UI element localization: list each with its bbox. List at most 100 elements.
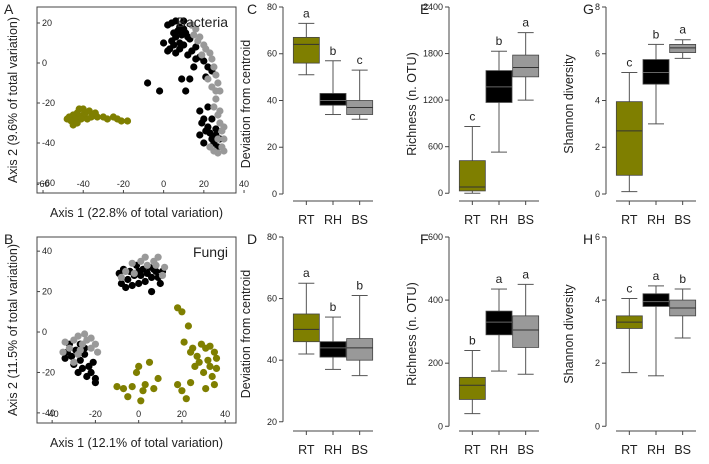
point-RH (180, 17, 188, 25)
point-RT (193, 352, 201, 360)
point-RT (73, 119, 81, 127)
point-BS (214, 79, 222, 87)
point-RH (176, 45, 184, 53)
point-RH (164, 47, 172, 55)
y-tick-label: 600 (428, 232, 443, 242)
y-tick-label: 2 (595, 358, 600, 368)
panel-B: B -40 -20 0 20 40 -40 -20 0 20 40 Fungi Axis 1 (12.1… (4, 231, 237, 450)
y-tick-label: 400 (428, 295, 443, 305)
point-RH (124, 275, 132, 284)
point-RH (172, 17, 180, 25)
point-BS (154, 253, 162, 261)
point-RT (124, 393, 132, 401)
x-tick-label: BS (351, 213, 368, 227)
point-RH (148, 288, 156, 296)
point-RH (182, 87, 190, 95)
point-RH (178, 75, 186, 83)
point-BS (210, 63, 218, 71)
point-RT (202, 385, 210, 393)
point-RT (128, 383, 136, 391)
point-RT (208, 372, 216, 381)
y-tick-label: 0 (42, 327, 47, 337)
x-tick-label: -40 (77, 179, 90, 189)
point-RT (212, 364, 221, 372)
box-RT (292, 36, 320, 64)
point-RH (76, 356, 84, 364)
x-tick-label: BS (674, 213, 691, 227)
point-RH (212, 125, 220, 133)
significance-letter: a (303, 266, 310, 280)
point-RT (187, 379, 195, 387)
point-RT (187, 348, 195, 356)
point-BS (81, 330, 89, 338)
y-tick-label: -20 (42, 367, 55, 377)
point-RH (200, 57, 208, 65)
y-tick-label: 20 (42, 18, 52, 28)
point-RH (61, 354, 69, 362)
significance-letter: b (330, 300, 337, 314)
point-BS (206, 49, 214, 57)
point-RH (141, 277, 149, 286)
plot-frame (36, 6, 237, 194)
point-BS (61, 338, 69, 346)
point-BS (130, 269, 138, 277)
point-RH (190, 63, 198, 71)
y-axis-label: Deviation from centroid (239, 270, 253, 399)
y-tick-label: 80 (267, 2, 277, 12)
significance-letter: a (679, 23, 686, 37)
x-tick-label: RT (621, 443, 638, 457)
point-RH (200, 139, 208, 147)
point-BS (70, 358, 78, 366)
point-RT (103, 115, 111, 123)
point-RT (132, 368, 141, 377)
x-tick-label: RH (324, 443, 342, 457)
y-axis-label: Shannon diversity (562, 54, 576, 154)
significance-letter: a (653, 269, 660, 283)
y-tick-label: 0 (42, 58, 47, 68)
panel-D: D 20 40 60 80 RT a RH b BS b Deviation from centroi… (239, 231, 374, 457)
point-BS (87, 334, 95, 342)
y-tick-label: 200 (428, 358, 443, 368)
point-RH (91, 379, 99, 387)
point-RH (182, 29, 190, 37)
panel-G: G 0 2 4 6 8 RT c RH b BS a Shannon diversity (562, 1, 697, 227)
point-BS (117, 273, 125, 281)
box-RT (458, 376, 486, 400)
point-RH (156, 87, 164, 95)
point-RH (192, 43, 200, 51)
point-BS (198, 51, 206, 59)
point-RT (210, 381, 218, 389)
point-BS (65, 344, 73, 352)
x-tick-label: RH (490, 213, 508, 227)
significance-letter: a (303, 6, 310, 20)
panel-A: A -60 -40 -20 0 20 40 -60 -40 -20 0 20 Bacteria Axis … (4, 1, 249, 220)
point-RT (123, 117, 132, 125)
y-tick-label: 20 (267, 142, 277, 152)
point-RT (180, 338, 188, 346)
point-BS (94, 348, 102, 356)
point-BS (59, 348, 67, 356)
box-RH (319, 341, 347, 358)
panel-label: H (583, 231, 593, 247)
panel-label: F (420, 231, 429, 247)
point-BS (194, 37, 202, 45)
y-tick-label: -40 (42, 408, 55, 418)
box-BS (512, 315, 540, 348)
point-RT (145, 358, 154, 366)
point-RT (117, 117, 125, 125)
point-BS (206, 143, 214, 151)
x-tick-label: RH (490, 443, 508, 457)
x-tick-label: -40 (46, 409, 59, 419)
box-RT (292, 313, 320, 343)
point-RT (178, 308, 186, 316)
y-tick-label: 1800 (423, 49, 443, 59)
point-RT (137, 397, 145, 405)
significance-letter: b (496, 34, 503, 48)
significance-letter: b (679, 272, 686, 286)
point-BS (143, 261, 151, 269)
point-BS (161, 263, 169, 271)
significance-letter: c (626, 55, 632, 69)
panel-E: E 0 600 1200 1800 2400 RT c RH b BS a Richness (n. O… (405, 1, 540, 227)
point-RT (139, 387, 147, 395)
box-RH (642, 293, 670, 307)
